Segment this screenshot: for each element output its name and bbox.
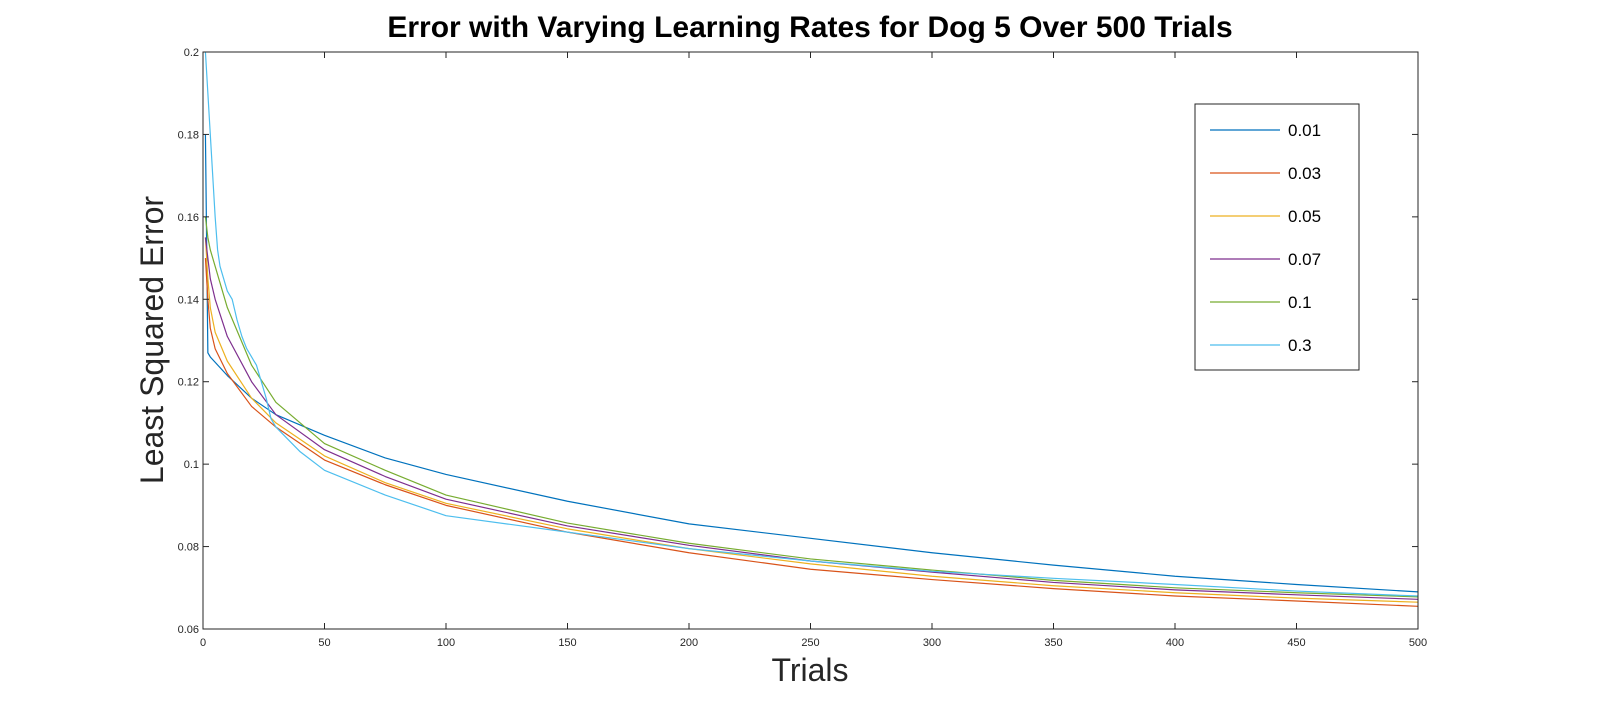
y-axis-label: Least Squared Error <box>134 196 170 485</box>
x-tick-label: 50 <box>318 637 330 649</box>
x-tick-label: 250 <box>801 637 819 649</box>
legend-label: 0.07 <box>1288 250 1321 269</box>
x-tick-label: 300 <box>923 637 941 649</box>
series-line-0-05 <box>204 237 1418 603</box>
series-line-0-03 <box>204 258 1418 607</box>
series-line-0-1 <box>204 216 1418 598</box>
x-tick-label: 400 <box>1166 637 1184 649</box>
x-axis-label: Trials <box>771 652 848 688</box>
x-tick-label: 350 <box>1044 637 1062 649</box>
series-line-0-01 <box>204 134 1418 593</box>
y-tick-label: 0.16 <box>178 212 199 224</box>
legend: 0.01 0.03 0.05 0.07 0.1 0.3 <box>1194 103 1360 371</box>
x-tick-label: 0 <box>200 637 206 649</box>
legend-label: 0.01 <box>1288 121 1321 140</box>
legend-label: 0.03 <box>1288 164 1321 183</box>
x-tick-label: 200 <box>680 637 698 649</box>
series-line-0-07 <box>204 237 1418 600</box>
x-axis: 0 50 100 150 200 250 300 350 400 450 500 <box>200 52 1427 649</box>
chart-title: Error with Varying Learning Rates for Do… <box>387 11 1232 44</box>
legend-box <box>1194 103 1360 371</box>
legend-label: 0.05 <box>1288 207 1321 226</box>
legend-label: 0.3 <box>1288 336 1312 355</box>
y-tick-label: 0.06 <box>178 624 199 636</box>
y-tick-label: 0.12 <box>178 377 199 389</box>
x-tick-label: 500 <box>1409 637 1427 649</box>
x-tick-label: 450 <box>1287 637 1305 649</box>
y-tick-label: 0.08 <box>178 542 199 554</box>
series-line-0-3 <box>204 52 1418 597</box>
y-tick-label: 0.2 <box>184 47 199 59</box>
y-tick-label: 0.18 <box>178 129 199 141</box>
series-layer <box>204 52 1418 607</box>
x-tick-label: 150 <box>558 637 576 649</box>
y-tick-label: 0.14 <box>178 294 199 306</box>
legend-label: 0.1 <box>1288 293 1312 312</box>
y-axis: 0.06 0.08 0.1 0.12 0.14 0.16 0.18 0.2 <box>178 47 1418 636</box>
x-tick-label: 100 <box>437 637 455 649</box>
y-tick-label: 0.1 <box>184 459 199 471</box>
